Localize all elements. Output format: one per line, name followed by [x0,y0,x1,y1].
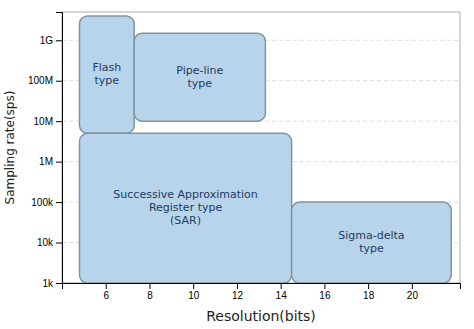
y-tick: 1G [40,35,62,46]
x-tick-mark [193,283,194,289]
x-tick-label: 14 [276,290,288,301]
marks [79,16,451,283]
region-label: Pipe-linetype [176,64,223,90]
region-label: Flashtype [92,61,121,87]
y-axis-line [56,13,63,284]
x-tick: 10 [188,283,200,301]
x-tick-label: 6 [103,290,109,301]
y-axis-title: Sampling rate(sps) [3,91,17,205]
region-labels: Flashtype Pipe-linetype Successive Approxi… [92,61,404,255]
x-tick: 12 [232,283,244,301]
x-tick-label: 12 [232,290,244,301]
y-tick-label: 100M [28,75,53,86]
y-tick-label: 100k [31,197,54,208]
y-tick-label: 10M [34,116,53,127]
x-tick-mark [106,283,107,289]
chart: Flashtype Pipe-linetype Successive Approxi… [0,0,474,329]
x-tick: 18 [363,283,375,301]
plot-frame [62,12,460,283]
x-axis: 6 8 10 12 14 16 18 20 [63,283,461,301]
x-tick-mark [281,283,282,289]
y-tick-label: 10k [37,237,54,248]
y-tick-label: 1G [40,35,54,46]
y-tick: 1M [39,156,62,167]
x-tick: 6 [103,283,109,301]
x-tick-mark [368,283,369,289]
x-axis-line [63,284,461,290]
y-tick: 100M [28,75,62,86]
y-tick-mark [56,162,62,163]
y-tick-mark [56,40,62,41]
x-tick-label: 18 [363,290,375,301]
y-tick: 10k [37,237,62,248]
y-tick: 10M [34,116,62,127]
x-tick: 8 [147,283,153,301]
region-box [134,33,265,121]
plot-area: Flashtype Pipe-linetype Successive Approxi… [28,12,461,301]
region-box [79,133,291,283]
x-tick-label: 16 [319,290,331,301]
y-tick-mark [56,202,62,203]
y-tick-mark [56,283,62,284]
region-label: Successive ApproximationRegister type(SA… [113,188,257,227]
x-tick: 20 [407,283,419,301]
y-tick: 1k [42,278,62,289]
x-tick-label: 10 [188,290,200,301]
x-tick-mark [149,283,150,289]
y-axis: 1k 10k 100k 1M 10M 100M 1G [28,13,63,289]
x-tick-mark [412,283,413,289]
x-tick-mark [324,283,325,289]
x-tick: 14 [276,283,288,301]
region-label: Sigma-deltatype [338,229,404,255]
x-tick-label: 8 [147,290,153,301]
x-tick: 16 [319,283,331,301]
x-axis-title: Resolution(bits) [206,308,316,324]
y-tick-mark [56,81,62,82]
x-tick-mark [237,283,238,289]
y-tick-label: 1M [39,156,53,167]
y-tick-mark [56,121,62,122]
region-box [79,16,134,133]
region-box [292,202,452,283]
y-tick-mark [56,243,62,244]
x-tick-label: 20 [407,290,419,301]
y-tick: 100k [31,197,62,208]
y-tick-label: 1k [42,278,54,289]
